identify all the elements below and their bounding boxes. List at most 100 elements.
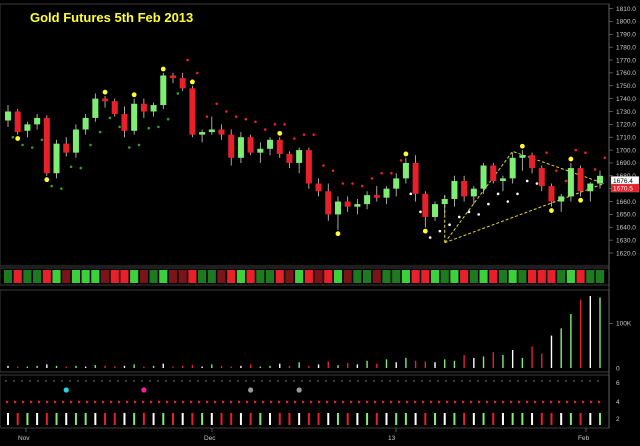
stop-dot	[11, 135, 15, 139]
indicator-bar	[249, 413, 252, 425]
indicator-dot-red	[454, 401, 457, 404]
stop-dot	[166, 117, 170, 121]
indicator-bar	[307, 413, 310, 425]
candle-up	[558, 196, 565, 202]
signal-bar	[469, 270, 478, 283]
indicator-bar	[501, 413, 504, 425]
indicator-bar	[482, 413, 485, 425]
signal-bar	[576, 270, 585, 283]
indicator-dot-red	[150, 401, 153, 404]
signal-bar	[100, 270, 110, 283]
indicator-dot	[509, 380, 511, 382]
signal-bar	[246, 270, 255, 283]
indicator-dot-red	[478, 401, 481, 404]
indicator-bar	[531, 413, 534, 425]
stop-dot	[467, 210, 471, 214]
signal-bar	[42, 270, 51, 283]
stop-dot	[380, 171, 383, 175]
indicator-dot	[317, 380, 319, 382]
signal-bar	[343, 270, 352, 283]
pivot-marker	[578, 197, 583, 203]
indicator-dot	[213, 380, 215, 382]
candle-up	[257, 148, 264, 153]
stop-dot	[186, 58, 189, 62]
triangle-pattern	[444, 150, 605, 244]
indicator-dot-red	[358, 401, 361, 404]
indicator-signal	[63, 387, 69, 393]
indicator-dot	[421, 380, 423, 382]
signal-bar	[392, 270, 401, 283]
price-tick-label: 1730.0	[616, 109, 636, 116]
candle-up	[131, 103, 138, 131]
stop-dot	[225, 110, 228, 113]
stop-dot	[322, 164, 325, 167]
indicator-dot-red	[374, 401, 377, 404]
price-tick-label: 1700.0	[616, 147, 636, 154]
stop-dot	[545, 151, 548, 154]
indicator-dot-red	[462, 401, 465, 404]
candlesticks	[4, 72, 604, 230]
stop-dot	[69, 165, 73, 169]
indicator-dot	[397, 380, 399, 382]
indicator-bar	[201, 413, 204, 425]
indicator-dot	[461, 380, 463, 382]
indicator-bar	[589, 413, 592, 425]
indicator-bar	[336, 413, 339, 425]
candle-up	[150, 105, 157, 112]
trailing-stop-dots	[11, 58, 607, 239]
stop-dot	[584, 151, 587, 154]
indicator-dot-red	[126, 401, 129, 404]
indicator-dot-red	[558, 401, 561, 404]
signal-bar	[198, 270, 207, 283]
indicator-bar	[278, 413, 281, 425]
indicator-dot-red	[598, 401, 601, 404]
triangle-lower-line	[444, 183, 605, 244]
signal-bar	[81, 270, 90, 283]
date-axis: Nov Dec 13 Feb	[18, 428, 590, 442]
candle-up	[53, 143, 60, 174]
stop-dot	[98, 130, 102, 134]
candle-down	[461, 180, 468, 197]
indicator-dot	[245, 380, 247, 382]
indicator-dot-red	[438, 401, 441, 404]
candle-down	[538, 168, 545, 187]
signal-bar	[566, 270, 575, 283]
candle-up	[334, 201, 341, 215]
indicator-dot-red	[86, 401, 89, 404]
indicator-dot	[69, 380, 71, 382]
stop-dot	[234, 115, 238, 118]
candle-up	[82, 117, 89, 130]
indicator-dot-red	[222, 401, 225, 404]
pivot-marker	[403, 151, 409, 157]
indicator-dot-red	[350, 401, 353, 404]
candle-down	[14, 111, 21, 133]
indicator-dot-red	[30, 401, 33, 404]
indicator-dot	[45, 380, 47, 382]
signal-bar	[450, 270, 459, 283]
signal-bar	[518, 270, 527, 283]
stop-dot	[525, 179, 529, 183]
stop-dot	[30, 146, 34, 149]
indicator-bar	[414, 413, 417, 425]
date-label: Nov	[18, 435, 30, 442]
signal-bar	[557, 270, 566, 283]
stop-dot	[60, 187, 63, 190]
indicator-bar	[579, 413, 582, 425]
candle-up	[451, 180, 458, 199]
indicator-dot	[149, 380, 151, 382]
indicator-dot	[261, 380, 263, 382]
candle-up	[567, 168, 574, 197]
candle-down	[179, 78, 186, 89]
signal-strip	[3, 270, 605, 283]
indicator-dot-red	[318, 401, 321, 404]
stop-dot	[263, 128, 267, 131]
indicator-dot-red	[510, 401, 513, 404]
indicator-dot	[549, 380, 551, 382]
indicator-dot-red	[38, 401, 41, 404]
stop-dot	[603, 156, 607, 160]
indicator-dot	[485, 380, 487, 382]
indicator-dot	[301, 380, 303, 382]
indicator-dot	[413, 380, 415, 382]
indicator-bar	[404, 413, 407, 425]
